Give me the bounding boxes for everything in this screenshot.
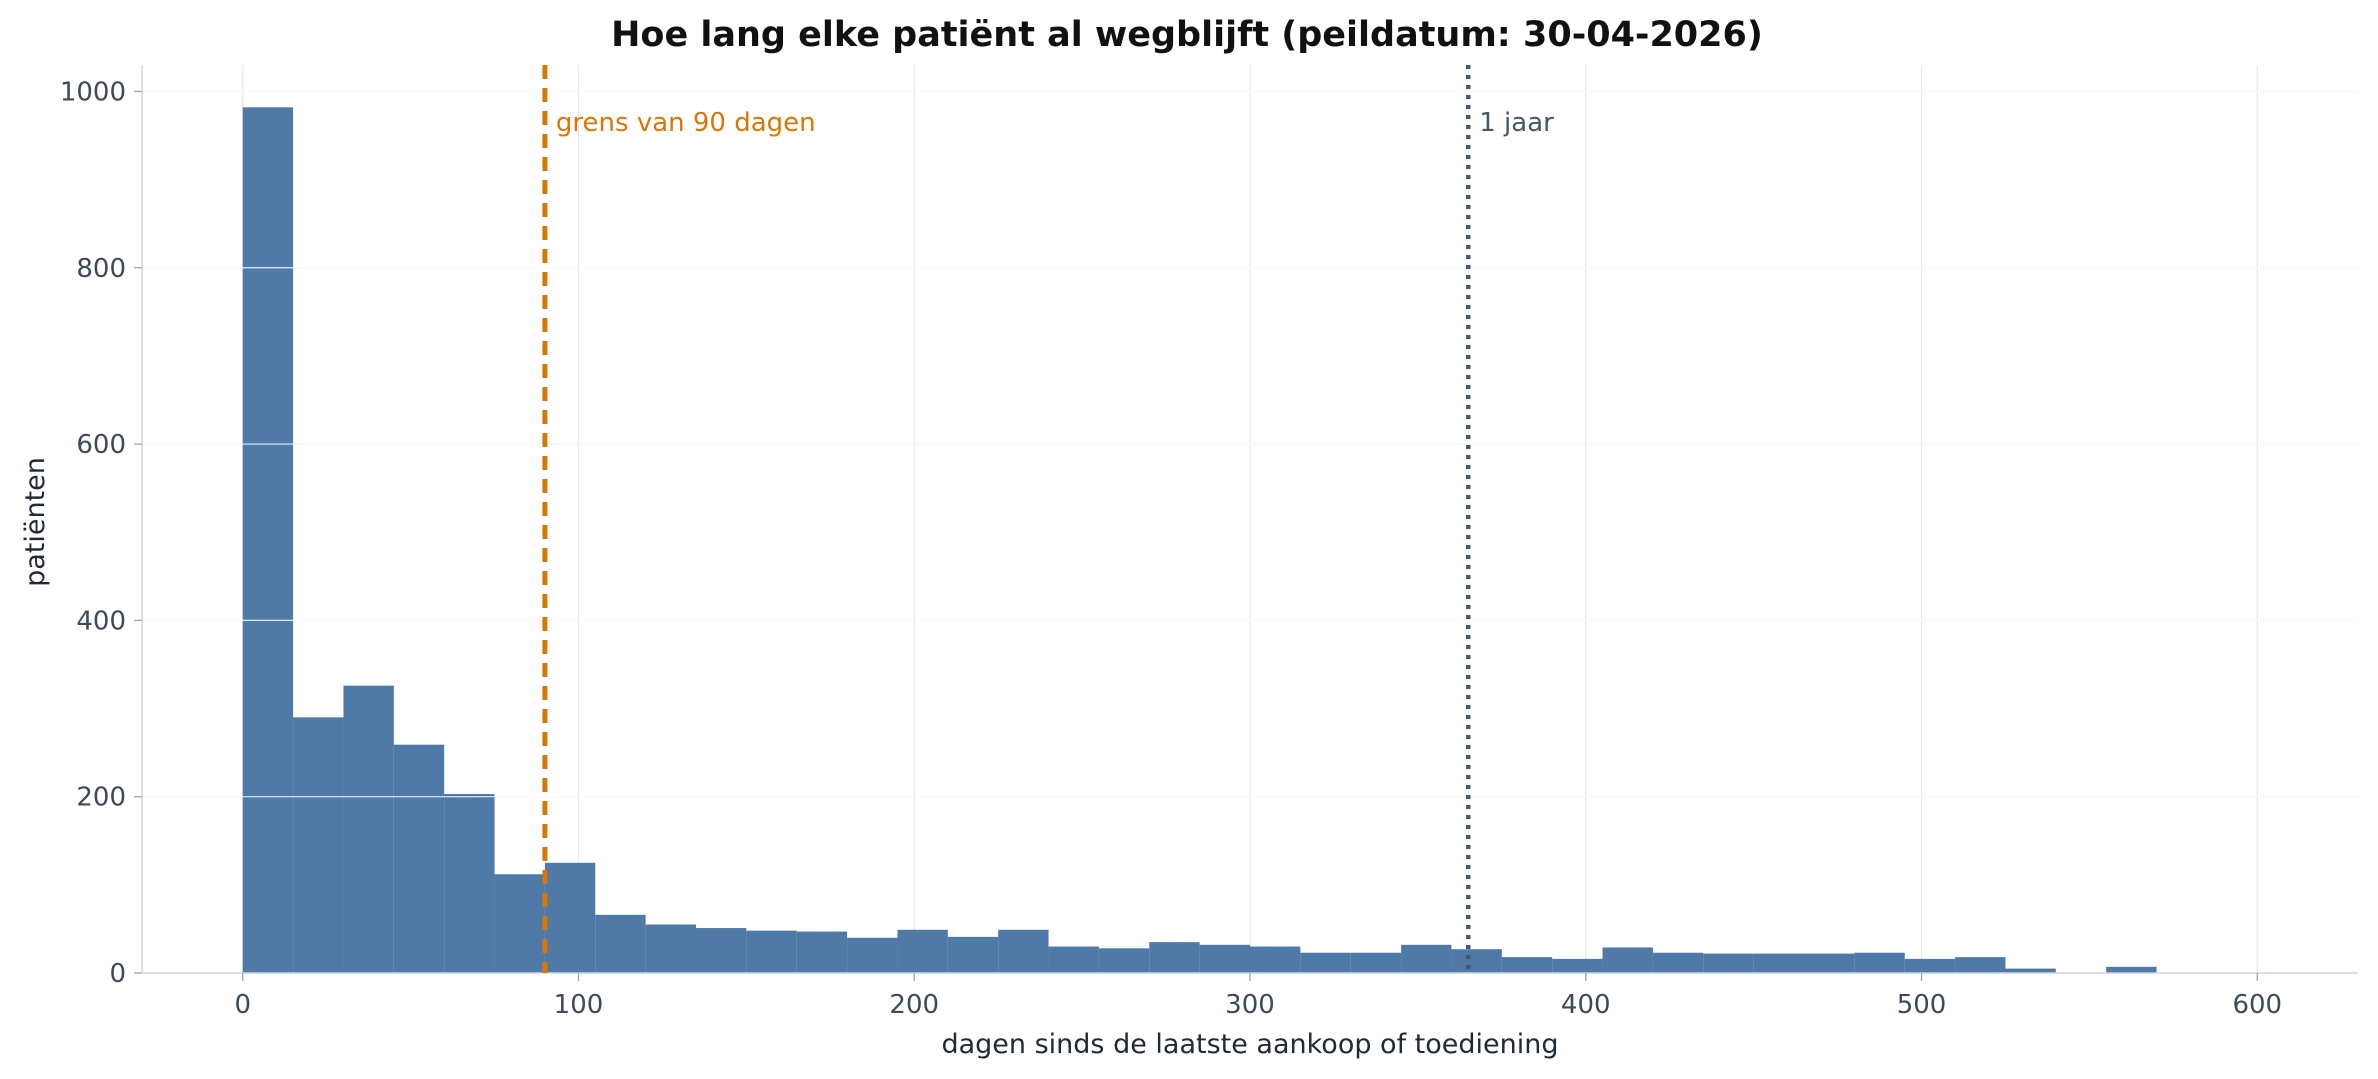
y-tick-label: 600 <box>76 430 126 460</box>
histogram-bar <box>1401 944 1452 973</box>
histogram-bar <box>1955 957 2006 973</box>
x-tick-label: 600 <box>2232 990 2282 1020</box>
histogram-bar <box>1602 947 1653 973</box>
histogram-bar <box>1753 953 1804 973</box>
histogram-bar <box>2005 968 2056 973</box>
y-tick-label: 200 <box>76 783 126 813</box>
reference-line-label: 1 jaar <box>1479 108 1554 138</box>
histogram-bar <box>1350 952 1402 973</box>
x-tick-label: 500 <box>1897 990 1947 1020</box>
reference-line-label: grens van 90 dagen <box>556 108 816 138</box>
histogram-bar <box>645 924 696 973</box>
x-tick-label: 400 <box>1561 990 1611 1020</box>
histogram-bar <box>293 717 344 973</box>
histogram-bar <box>1300 952 1351 973</box>
histogram-bar <box>1501 957 1553 973</box>
x-tick-label: 100 <box>554 990 604 1020</box>
histogram-bar <box>1048 946 1099 973</box>
x-tick-label: 0 <box>234 990 251 1020</box>
histogram-bar <box>393 744 445 973</box>
histogram-bar <box>998 929 1049 973</box>
histogram-bar <box>1199 944 1250 973</box>
histogram-bar <box>494 874 545 973</box>
histogram-bar <box>1854 952 1905 973</box>
histogram-bar <box>1652 952 1704 973</box>
histogram-bar <box>544 862 596 973</box>
y-tick-label: 1000 <box>60 77 126 107</box>
histogram-bar <box>847 937 898 973</box>
histogram-bar <box>1703 953 1754 973</box>
x-tick-label: 200 <box>889 990 939 1020</box>
histogram-bar <box>1552 958 1603 973</box>
x-tick-label: 300 <box>1225 990 1275 1020</box>
histogram-bar <box>1149 942 1200 973</box>
histogram-bar <box>1904 958 1956 973</box>
histogram-bar <box>746 930 797 973</box>
histogram-bar <box>1804 953 1855 973</box>
histogram-bars <box>142 90 2358 973</box>
histogram-bar <box>444 794 495 973</box>
y-axis-label: patiënten <box>20 457 51 587</box>
histogram-bar <box>1250 946 1301 973</box>
histogram-bar <box>242 107 294 973</box>
histogram-bar <box>947 936 999 973</box>
histogram-bar <box>343 685 394 973</box>
x-axis-label: dagen sinds de laatste aankoop of toedie… <box>941 1029 1558 1060</box>
histogram-bar <box>2106 966 2157 973</box>
histogram-bar <box>1451 949 1502 973</box>
histogram-bar <box>1098 948 1150 973</box>
histogram-bar <box>796 931 848 973</box>
reference-lines: grens van 90 dagen 1 jaar <box>542 65 1554 973</box>
chart-title: Hoe lang elke patiënt al wegblijft (peil… <box>611 15 1763 55</box>
histogram-bar <box>897 929 948 973</box>
y-tick-label: 800 <box>76 254 126 284</box>
axes: 0 100 200 300 400 500 600 0 200 400 600 800 1000 <box>60 65 2358 1020</box>
y-tick-label: 0 <box>109 959 126 989</box>
histogram-bar <box>595 914 646 973</box>
histogram-bar <box>696 928 747 973</box>
y-tick-label: 400 <box>76 606 126 636</box>
